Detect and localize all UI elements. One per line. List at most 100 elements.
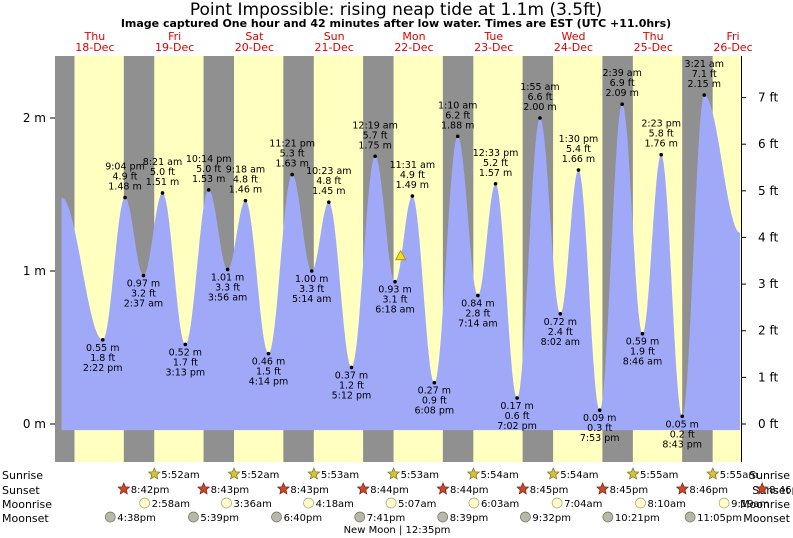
low-tide-point [100, 338, 105, 342]
high-tide-label: 1.48 m [108, 182, 141, 193]
moonrise-row-label-left: Moonrise [2, 498, 52, 511]
high-tide-label: 9:18 am [226, 165, 265, 176]
moonrise-icon [468, 497, 480, 509]
high-tide-point [123, 195, 127, 200]
left-tick-label: 1 m [23, 264, 46, 278]
moon-phase-label: New Moon | 12:35pm [344, 525, 451, 536]
sunrise-row-label-left: Sunrise [2, 469, 43, 482]
moonset-icon [354, 511, 366, 523]
chart-header: Point Impossible: rising neap tide at 1.… [121, 0, 671, 30]
low-tide-label: 1.9 ft [630, 347, 655, 358]
high-tide-label: 5.8 ft [649, 129, 674, 140]
low-tide-label: 0.6 ft [505, 411, 530, 422]
high-tide-point [290, 172, 294, 177]
low-tide-point [225, 267, 230, 272]
day-date: 21-Dec [315, 41, 354, 54]
sunset-time: 8:43pm [290, 485, 329, 496]
sunrise-icon [466, 467, 481, 480]
moonrise-icon [635, 497, 646, 509]
low-tide-point [393, 279, 397, 284]
low-tide-label: 1.00 m [295, 274, 328, 285]
high-tide-label: 1.88 m [441, 120, 474, 131]
high-tide-label: 2.00 m [523, 102, 556, 113]
sunset-icon [436, 482, 450, 495]
low-tide-label: 5:14 am [292, 294, 331, 305]
moonrise-icon [139, 497, 150, 509]
moonrise-time: 6:03am [481, 499, 519, 510]
day-date: 22-Dec [394, 41, 433, 54]
sunset-row-label-left: Sunset [2, 484, 40, 497]
sunrise-icon [626, 467, 640, 480]
high-tide-label: 1:10 am [438, 100, 477, 111]
day-name: Fri [726, 30, 739, 43]
low-tide-label: 3.3 ft [215, 282, 240, 293]
high-tide-label: 11:21 pm [269, 139, 315, 150]
day-name: Wed [561, 30, 585, 43]
sunrise-icon [147, 467, 161, 480]
day-name: Sat [245, 30, 264, 43]
day-name: Sun [324, 30, 345, 43]
high-tide-point [493, 181, 498, 186]
sunrise-time: 5:52am [241, 470, 279, 481]
low-tide-label: 0.93 m [378, 285, 411, 296]
low-tide-label: 3:56 am [208, 292, 247, 303]
high-tide-label: 5.2 ft [483, 158, 508, 169]
low-tide-label: 5:12 pm [332, 390, 372, 401]
sunset-icon [197, 482, 211, 495]
sunset-icon [516, 482, 530, 495]
moonset-time: 7:41pm [367, 513, 406, 524]
low-tide-label: 0.3 ft [587, 423, 612, 434]
high-tide-label: 5.0 ft [150, 167, 175, 178]
day-name: Mon [402, 30, 425, 43]
moonrise-time: 8:10am [648, 499, 686, 510]
high-tide-label: 10:23 am [306, 166, 351, 177]
high-tide-label: 10:14 pm [186, 154, 232, 165]
moonset-time: 4:38pm [117, 513, 156, 524]
sunrise-time: 5:53am [401, 470, 439, 481]
low-tide-point [266, 351, 271, 356]
high-tide-label: 1:30 pm [559, 134, 599, 145]
high-tide-label: 1.49 m [396, 180, 429, 191]
sunrise-time: 5:54am [560, 470, 598, 481]
low-tide-label: 4:14 pm [249, 377, 289, 388]
high-tide-label: 2:23 pm [641, 119, 681, 130]
low-tide-label: 1.2 ft [339, 380, 364, 391]
low-tide-label: 0.37 m [335, 370, 368, 381]
moonrise-time: 5:07am [398, 499, 436, 510]
high-tide-point [576, 168, 581, 172]
low-tide-point [680, 414, 685, 419]
low-tide-label: 0.97 m [127, 279, 160, 290]
moonset-time: 10:21pm [615, 513, 660, 524]
moonset-time: 6:40pm [284, 513, 323, 524]
moonrise-time: 2:58am [152, 499, 190, 510]
low-tide-label: 0.17 m [500, 401, 533, 412]
current-level-marker [394, 249, 407, 261]
high-tide-label: 1:55 am [520, 82, 559, 93]
low-tide-point [349, 365, 354, 370]
low-tide-point [640, 331, 645, 336]
moonset-time: 9:32pm [532, 513, 571, 524]
moonrise-time: 7:04am [564, 499, 602, 510]
low-tide-label: 2.8 ft [465, 308, 490, 319]
high-tide-label: 1.76 m [644, 139, 677, 150]
low-tide-label: 6:08 pm [415, 406, 455, 417]
high-tide-label: 3:21 am [685, 59, 724, 70]
low-tide-label: 0.55 m [86, 343, 119, 354]
moonset-icon [602, 511, 614, 523]
low-tide-label: 1.8 ft [90, 353, 115, 364]
high-tide-label: 1.45 m [312, 186, 345, 197]
day-date: 20-Dec [235, 41, 274, 54]
sunrise-time: 5:55am [720, 470, 758, 481]
moonrise-icon [385, 497, 397, 509]
day-name: Thu [84, 30, 106, 43]
moonset-icon [271, 511, 282, 523]
high-tide-point [410, 194, 415, 198]
moonrise-icon [718, 497, 730, 509]
high-tide-point [373, 154, 377, 159]
moonset-icon [437, 511, 449, 523]
high-tide-point [243, 198, 248, 203]
sunrise-time: 5:52am [161, 470, 199, 481]
right-tick-label: 2 ft [758, 324, 778, 338]
low-tide-point [309, 269, 314, 273]
low-tide-label: 7:14 am [458, 318, 497, 329]
